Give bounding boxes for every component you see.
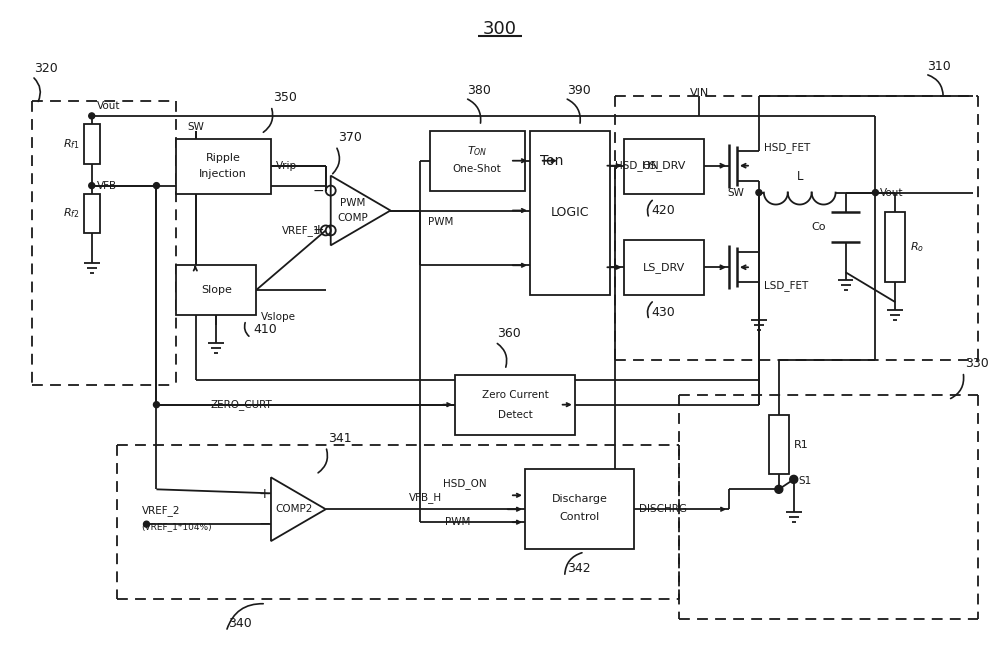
Text: VREF_2: VREF_2: [142, 505, 180, 516]
Text: VFB: VFB: [97, 181, 117, 191]
Text: HS_DRV: HS_DRV: [642, 160, 686, 171]
Text: +: +: [313, 223, 325, 237]
Text: $R_{f1}$: $R_{f1}$: [63, 137, 80, 150]
Text: VIN: VIN: [690, 88, 709, 98]
Text: 430: 430: [651, 306, 675, 319]
Text: S1: S1: [799, 476, 812, 486]
Text: Vrip: Vrip: [276, 161, 297, 171]
Text: HSD_FET: HSD_FET: [764, 143, 810, 153]
Text: L: L: [796, 170, 803, 183]
Text: DISCHRG: DISCHRG: [639, 504, 687, 514]
Bar: [624, 240, 704, 295]
Text: 380: 380: [467, 83, 491, 97]
Text: LS_DRV: LS_DRV: [643, 261, 685, 273]
Text: HSD_ON: HSD_ON: [443, 478, 487, 489]
Text: Co: Co: [811, 223, 826, 233]
Text: 320: 320: [34, 62, 58, 75]
Text: SW: SW: [727, 188, 744, 198]
Text: Control: Control: [560, 512, 600, 522]
Bar: [530, 131, 610, 295]
Text: $T_{ON}$: $T_{ON}$: [467, 144, 487, 158]
Text: +: +: [258, 487, 270, 501]
Text: VREF_1: VREF_1: [282, 225, 321, 236]
Circle shape: [89, 113, 95, 119]
Text: PWM: PWM: [428, 217, 453, 227]
Text: 390: 390: [567, 83, 590, 97]
Circle shape: [872, 190, 878, 196]
Text: −: −: [313, 183, 325, 198]
Text: LSD_FET: LSD_FET: [764, 280, 808, 290]
Text: PWM: PWM: [340, 198, 365, 208]
Text: Discharge: Discharge: [552, 494, 608, 505]
Text: One-Shot: One-Shot: [453, 164, 501, 173]
Bar: [84, 124, 100, 164]
Text: 300: 300: [483, 20, 517, 38]
Text: 410: 410: [253, 323, 277, 336]
Text: VFB_H: VFB_H: [409, 492, 442, 503]
Bar: [430, 131, 525, 191]
Text: LOGIC: LOGIC: [550, 206, 589, 219]
Text: SW: SW: [188, 122, 205, 132]
Text: $R_{f2}$: $R_{f2}$: [63, 206, 80, 220]
Circle shape: [775, 486, 783, 493]
Bar: [84, 194, 100, 233]
Circle shape: [153, 183, 159, 189]
Text: COMP: COMP: [337, 214, 368, 223]
Text: Vslope: Vslope: [261, 312, 296, 322]
Circle shape: [756, 190, 762, 196]
Bar: [525, 469, 634, 549]
Text: Ton: Ton: [540, 154, 563, 168]
Text: Vout: Vout: [97, 101, 120, 111]
Circle shape: [89, 183, 95, 189]
Text: COMP2: COMP2: [275, 504, 313, 514]
Text: 420: 420: [651, 204, 675, 217]
Text: 341: 341: [328, 432, 351, 445]
Text: PWM: PWM: [445, 517, 471, 527]
Circle shape: [144, 521, 149, 527]
Text: 350: 350: [273, 91, 297, 104]
Text: R1: R1: [794, 440, 809, 449]
Text: Ripple: Ripple: [206, 152, 241, 163]
Text: 360: 360: [497, 327, 521, 340]
Text: Injection: Injection: [199, 169, 247, 179]
Text: Slope: Slope: [201, 285, 232, 295]
Text: Vout: Vout: [880, 188, 904, 198]
Text: Zero Current: Zero Current: [482, 390, 548, 399]
Bar: [176, 139, 271, 194]
Bar: [455, 374, 575, 434]
Text: Detect: Detect: [498, 409, 532, 420]
Text: ZERO_CURT: ZERO_CURT: [210, 399, 272, 410]
Text: 310: 310: [927, 60, 951, 73]
Bar: [624, 139, 704, 194]
Text: HSD_ON: HSD_ON: [615, 160, 658, 171]
Circle shape: [153, 401, 159, 407]
Bar: [885, 212, 905, 283]
Text: 370: 370: [338, 131, 362, 145]
Bar: [769, 415, 789, 474]
Text: $R_o$: $R_o$: [910, 240, 924, 254]
Text: 330: 330: [965, 357, 989, 371]
Circle shape: [790, 476, 798, 484]
Text: 340: 340: [228, 617, 252, 630]
Text: (VREF_1*104%): (VREF_1*104%): [142, 522, 212, 531]
Text: −: −: [258, 517, 270, 531]
Text: 342: 342: [567, 562, 590, 576]
Bar: [176, 265, 256, 315]
